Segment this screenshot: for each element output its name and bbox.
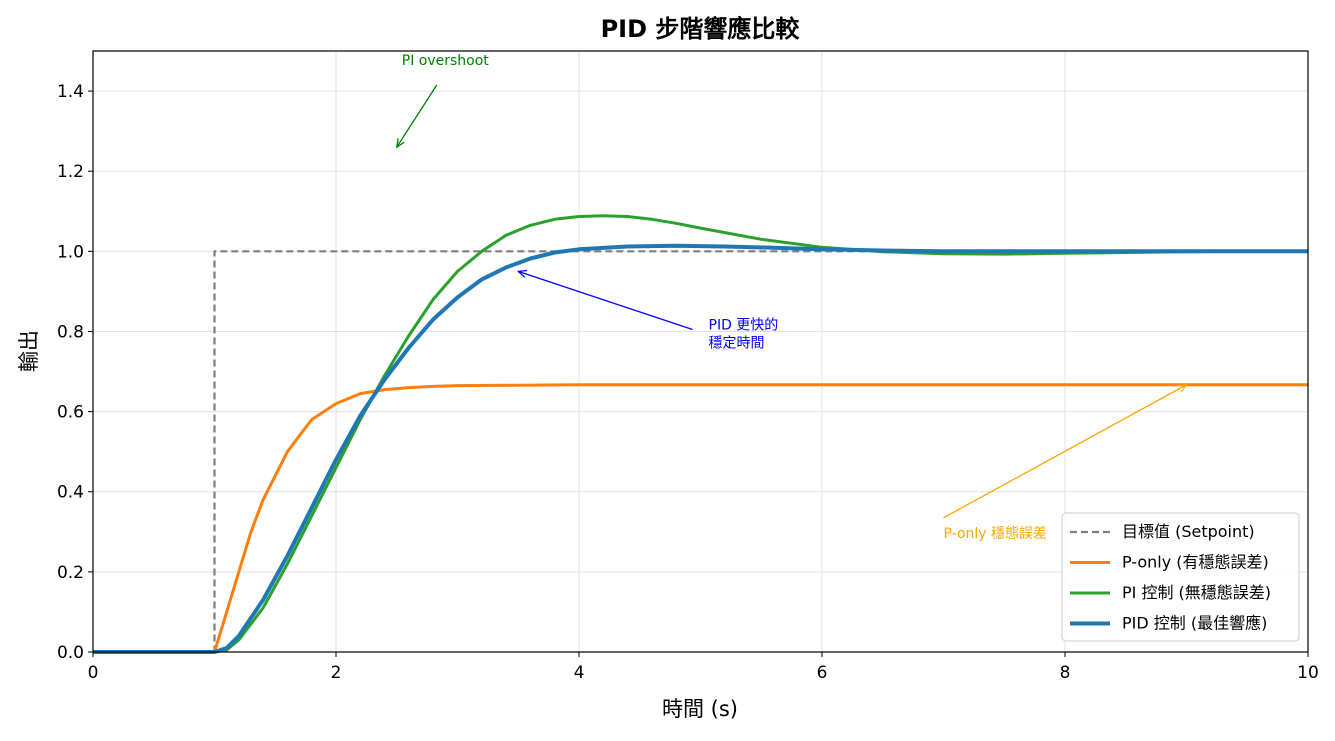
y-tick-label: 0.8 (57, 322, 84, 342)
legend-label: PI 控制 (無穩態誤差) (1122, 583, 1271, 602)
annotation-arrow (943, 385, 1187, 519)
x-tick-label: 8 (1060, 663, 1071, 683)
y-tick-label: 0.0 (57, 643, 84, 663)
y-tick-label: 1.4 (57, 82, 84, 102)
annotation-text: PID 更快的穩定時間 (709, 317, 779, 351)
y-tick-label: 0.4 (57, 483, 84, 503)
annotations: PI overshoot PID 更快的穩定時間 P-only 穩態誤差 (397, 53, 1187, 542)
series-layer (93, 214, 1308, 654)
legend-label: P-only (有穩態誤差) (1122, 553, 1269, 572)
series-line-3 (93, 243, 1308, 654)
x-tick-label: 0 (88, 663, 99, 683)
annotation-line: 穩定時間 (709, 335, 765, 351)
plot-frame (92, 50, 1309, 653)
x-axis-label: 時間 (s) (662, 697, 738, 721)
legend-box (1061, 512, 1300, 642)
x-tick-label: 4 (574, 663, 585, 683)
x-tick-label: 10 (1297, 663, 1319, 683)
legend: 目標值 (Setpoint) P-only (有穩態誤差) PI 控制 (無穩態誤差… (1061, 512, 1300, 642)
y-tick-label: 1.2 (57, 162, 84, 182)
series-line-1 (93, 383, 1308, 654)
legend-label: PID 控制 (最佳響應) (1122, 614, 1267, 633)
y-axis-label: 輸出 (17, 330, 41, 372)
y-tick-label: 0.6 (57, 403, 84, 423)
annotation-arrow (518, 271, 693, 331)
y-tick-label: 1.0 (57, 242, 84, 262)
series-line-2 (93, 214, 1308, 654)
ticks: 0 2 4 6 8 10 0.0 0.2 0.4 0.6 0.8 1.0 1.2 1.4 (57, 82, 1319, 683)
annotation-text: P-only 穩態誤差 (944, 526, 1048, 542)
y-tick-label: 0.2 (57, 563, 84, 583)
annotation-arrow (397, 84, 438, 147)
annotation-line: PID 更快的 (709, 317, 779, 333)
x-tick-label: 2 (331, 663, 342, 683)
legend-label: 目標值 (Setpoint) (1122, 522, 1255, 541)
chart-title: PID 步階響應比較 (601, 15, 801, 43)
annotation-text: PI overshoot (402, 53, 490, 69)
x-tick-label: 6 (817, 663, 828, 683)
